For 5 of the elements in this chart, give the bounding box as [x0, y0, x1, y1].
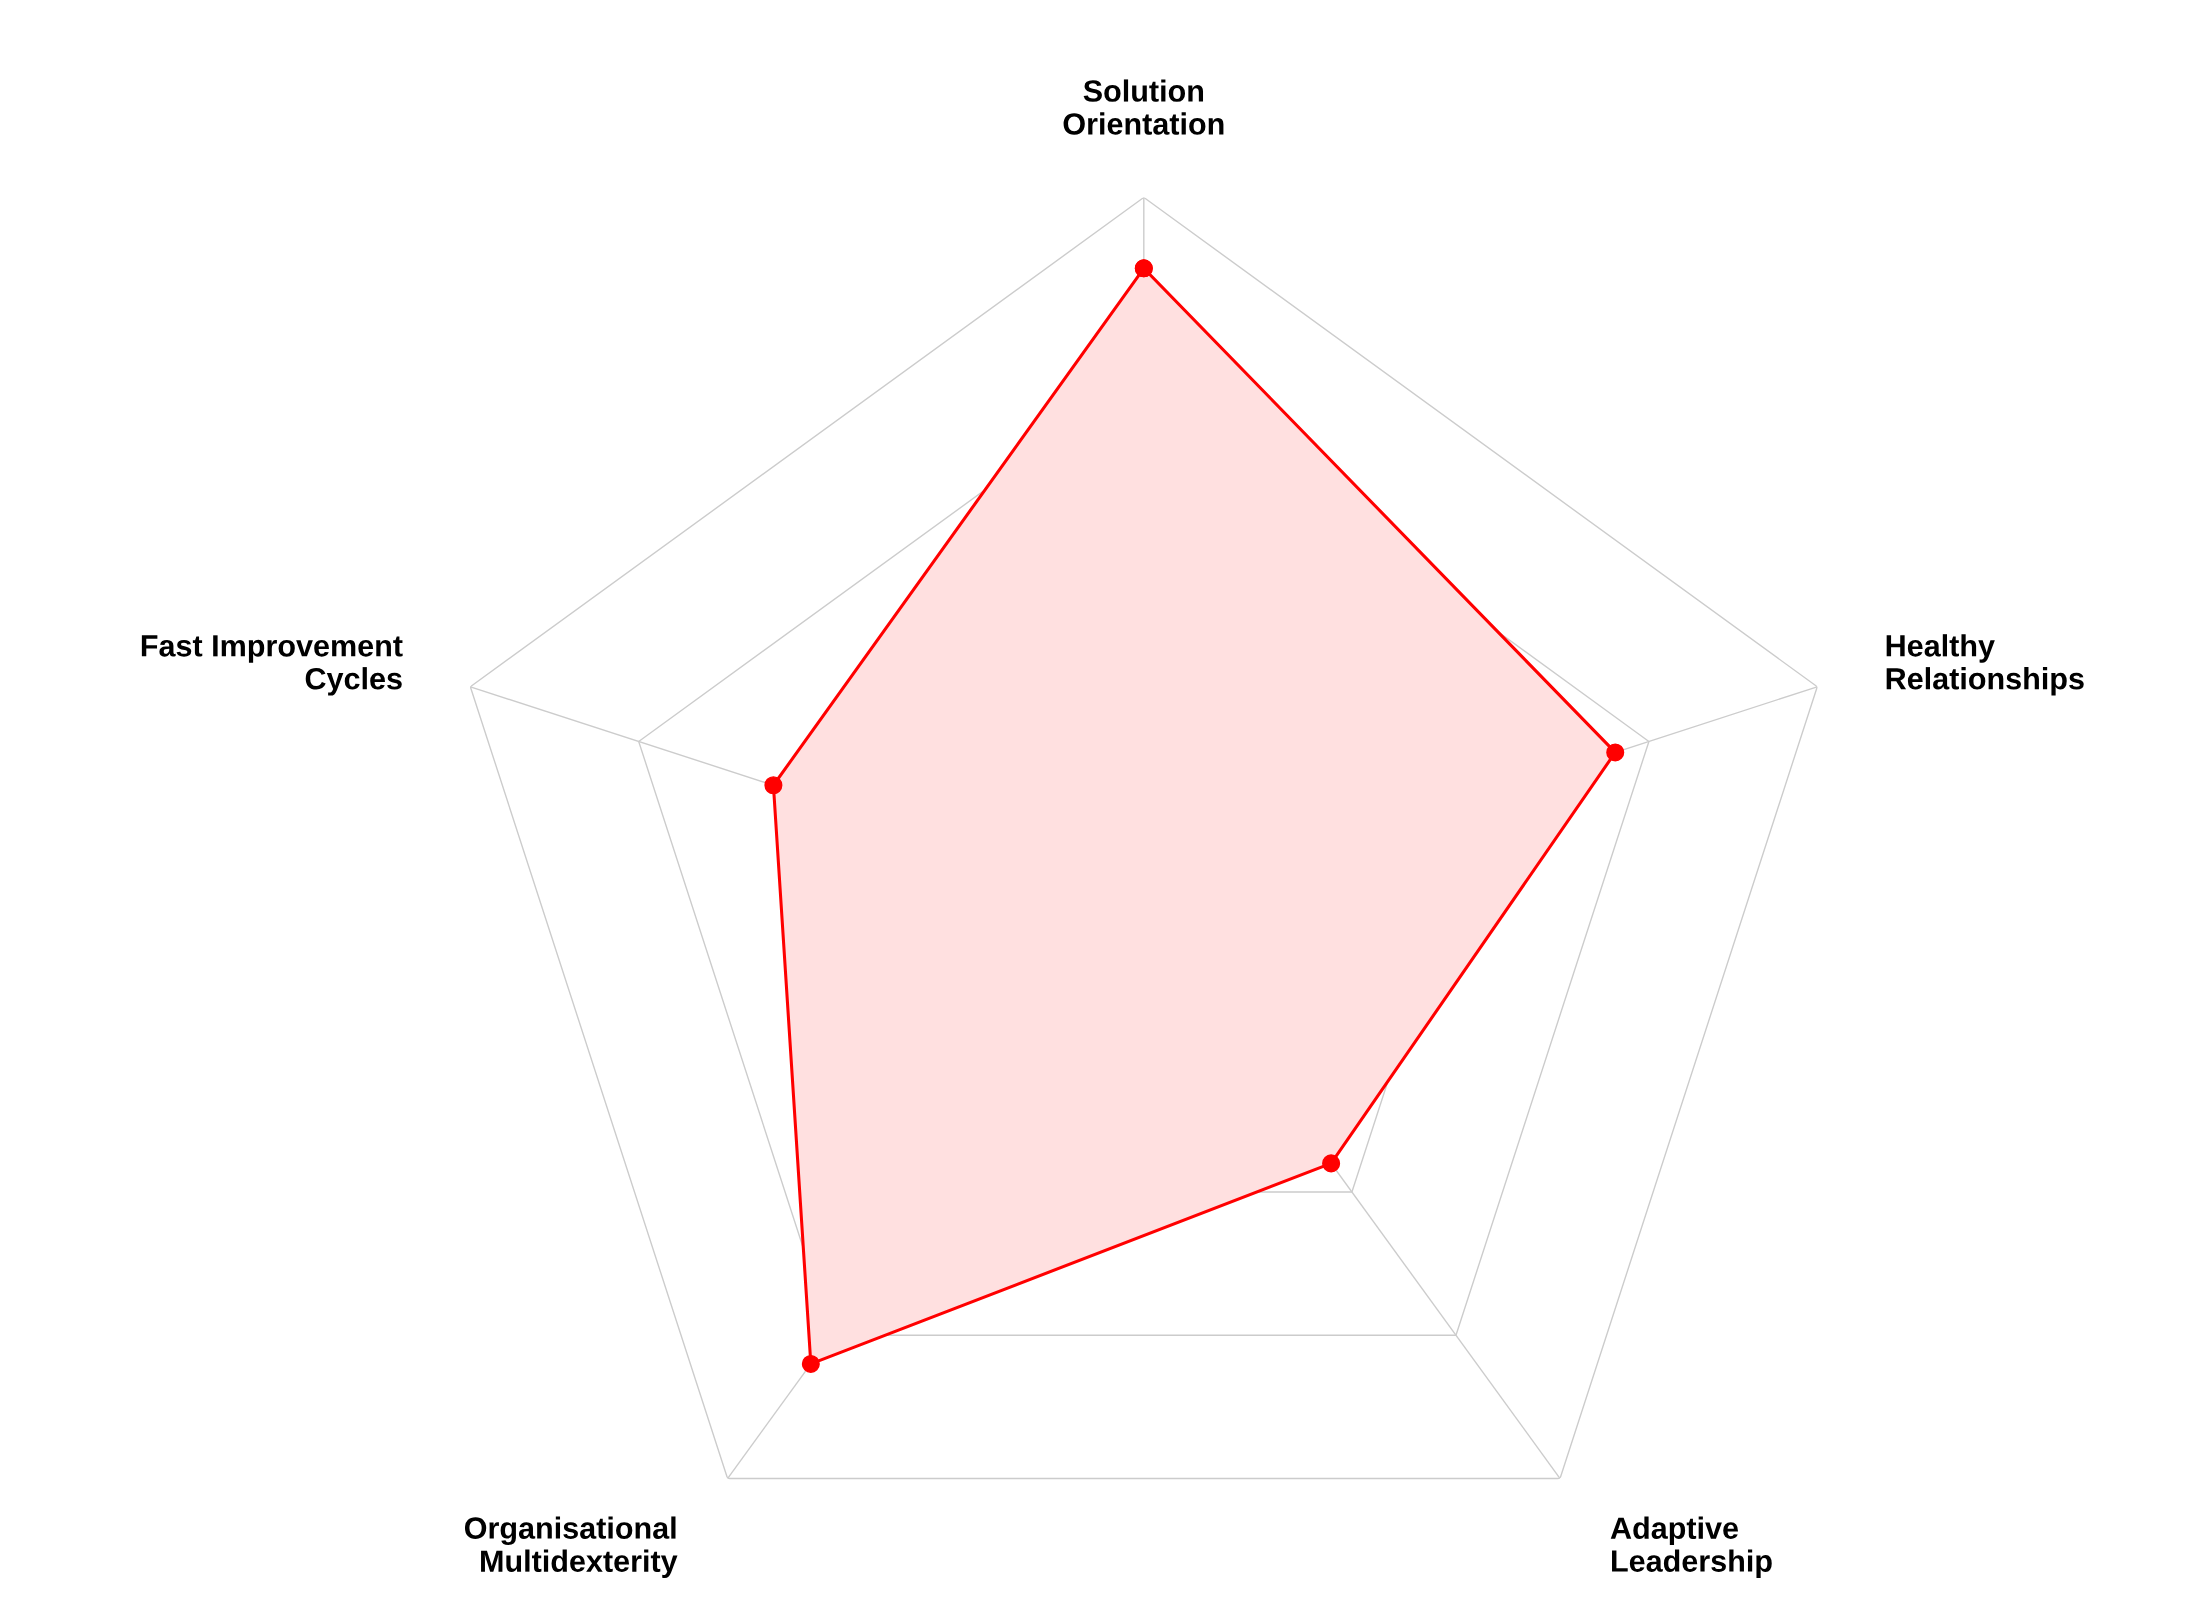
- spoke-label: Healthy Relationships: [1886, 634, 2084, 696]
- spoke-label: Adaptive Leadership: [1610, 1516, 1772, 1578]
- spoke-label: Fast Improvement Cycles: [141, 635, 403, 696]
- spoke-label: Organisational Multidexterity: [464, 1516, 678, 1578]
- spoke-label: Solution Orientation: [1063, 79, 1224, 135]
